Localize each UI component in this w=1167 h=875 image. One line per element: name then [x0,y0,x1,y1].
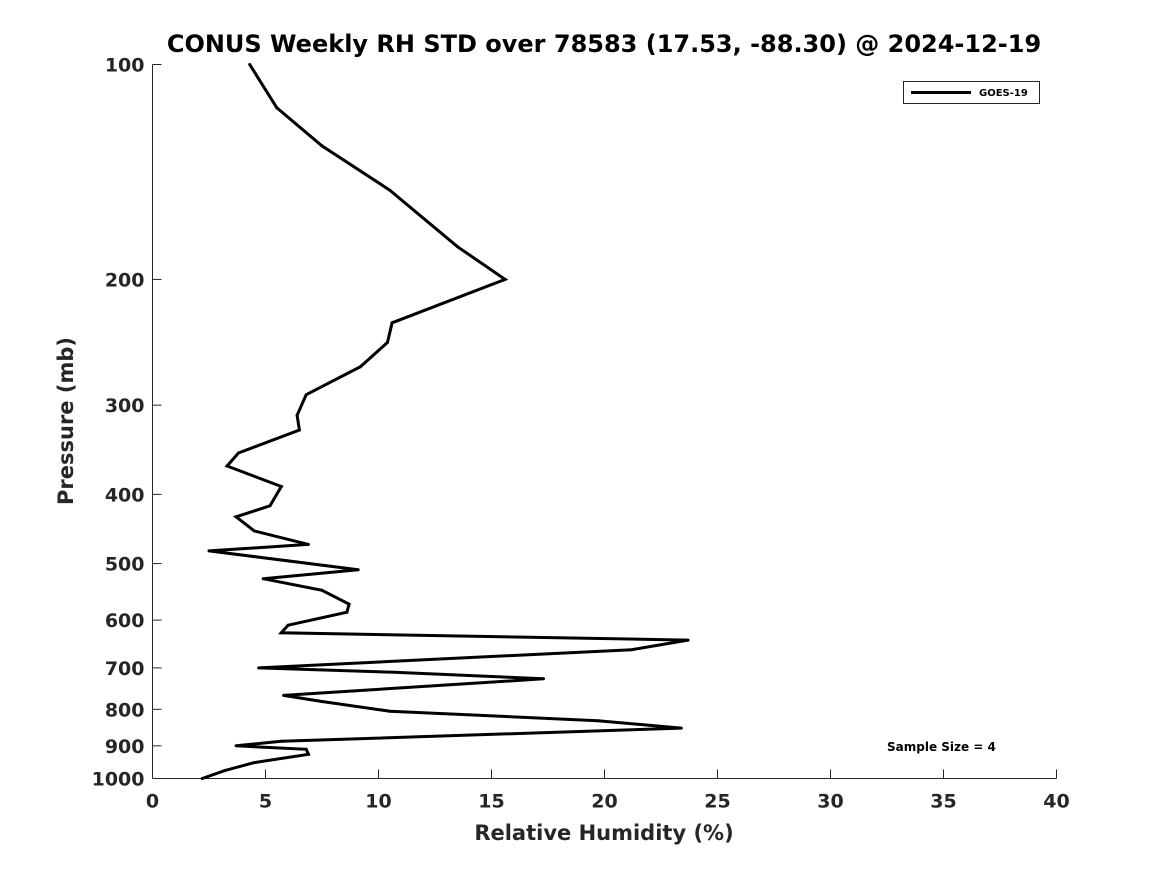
x-ticks: 0 5 10 15 20 25 30 35 40 [146,769,1070,813]
data-point [686,638,690,642]
x-tick-label: 5 [259,791,272,813]
data-point [236,451,240,455]
y-tick-label: 900 [105,736,145,758]
series-line-goes-19 [201,63,689,780]
data-point [252,761,256,765]
data-point [390,321,394,325]
data-point [279,739,283,743]
data-point [456,245,460,249]
data-point [392,670,396,674]
data-point [286,623,290,627]
data-point [207,549,211,553]
plot-area: 0 5 10 15 20 25 30 35 40 100 200 300 400 500 600 700 80… [92,55,1070,813]
x-tick-label: 25 [704,791,730,813]
data-point [320,700,324,703]
data-point [304,747,308,751]
data-point [388,709,392,713]
legend: GOES-19 [903,81,1040,104]
x-tick-label: 15 [478,791,504,813]
x-tick-label: 30 [817,791,843,813]
y-tick-label: 400 [105,484,145,506]
data-point [279,631,283,635]
data-point [388,188,392,192]
y-tick-label: 1000 [92,769,145,791]
y-tick-label: 300 [105,395,145,417]
data-point [304,393,308,397]
data-point [679,726,683,730]
y-tick-label: 500 [105,554,145,576]
data-point [268,504,272,508]
data-point [275,106,279,110]
data-point [503,277,507,281]
y-tick-label: 200 [105,269,145,291]
data-point [225,464,229,468]
legend-box [903,81,1040,104]
data-point [630,648,634,652]
legend-entry-goes-19: GOES-19 [979,88,1028,99]
data-point [358,365,362,369]
data-point [356,568,360,572]
data-point [223,769,227,773]
y-ticks: 100 200 300 400 500 600 700 800 900 1000 [92,55,162,791]
x-tick-label: 40 [1043,791,1069,813]
data-point [320,144,324,148]
data-point [386,340,389,344]
data-point [261,577,265,581]
data-point [282,693,286,697]
y-tick-label: 600 [105,610,145,632]
sample-size-annotation: Sample Size = 4 [887,740,996,754]
data-point [200,777,204,780]
data-point [279,485,283,488]
x-axis-label: Relative Humidity (%) [474,821,733,845]
x-tick-label: 35 [930,791,956,813]
data-point [295,413,299,417]
data-point [306,752,310,756]
data-point [345,610,349,614]
data-point [252,529,256,533]
data-point [320,588,324,592]
data-point [542,677,545,681]
chart-title: CONUS Weekly RH STD over 78583 (17.53, -… [167,30,1041,58]
data-point [234,515,238,519]
data-point [596,719,600,723]
y-tick-label: 800 [105,699,145,721]
x-tick-label: 20 [591,791,617,813]
y-axis-label: Pressure (mb) [54,337,78,505]
data-point [297,428,301,432]
x-tick-label: 0 [146,791,159,813]
data-point [306,542,310,546]
data-point [257,666,261,670]
series-points [200,63,690,780]
y-tick-label: 100 [105,55,145,77]
x-tick-label: 10 [365,791,391,813]
data-point [248,63,252,66]
data-point [234,744,238,748]
data-point [347,602,351,606]
y-tick-label: 700 [105,658,145,680]
